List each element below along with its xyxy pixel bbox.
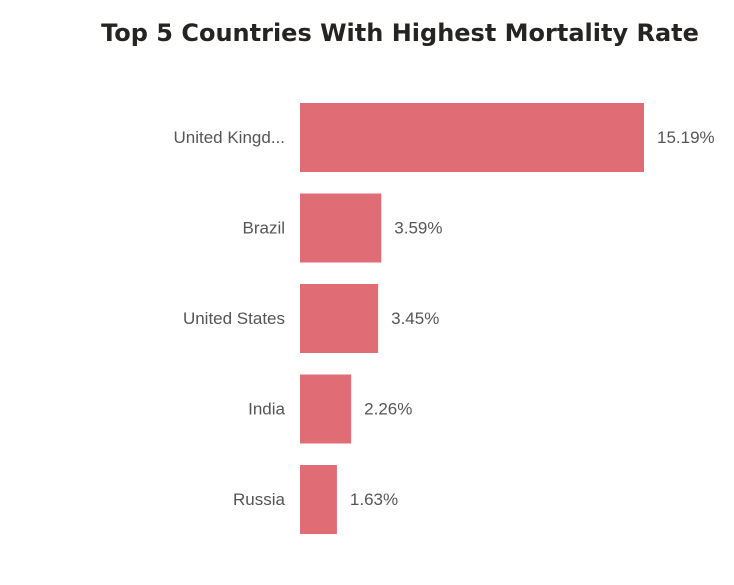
data-label-russia: 1.63%: [350, 490, 398, 509]
category-label-brazil: Brazil: [242, 219, 285, 238]
chart-title: Top 5 Countries With Highest Mortality R…: [101, 19, 699, 47]
data-label-india: 2.26%: [364, 400, 412, 419]
data-label-united-states: 3.45%: [391, 309, 439, 328]
category-label-russia: Russia: [233, 490, 286, 509]
bar-russia[interactable]: [300, 465, 337, 534]
bar-united-kingd[interactable]: [300, 103, 644, 172]
bars-layer: [300, 103, 644, 534]
data-label-brazil: 3.59%: [394, 219, 442, 238]
category-label-united-states: United States: [183, 309, 285, 328]
labels-layer: United Kingd... 15.19% Brazil 3.59% United S…: [173, 128, 714, 509]
bar-brazil[interactable]: [300, 193, 382, 263]
bar-india[interactable]: [300, 374, 352, 444]
category-label-united-kingd: United Kingd...: [173, 128, 285, 147]
bar-united-states[interactable]: [300, 284, 379, 353]
data-label-united-kingd: 15.19%: [657, 128, 715, 147]
category-label-india: India: [248, 400, 285, 419]
